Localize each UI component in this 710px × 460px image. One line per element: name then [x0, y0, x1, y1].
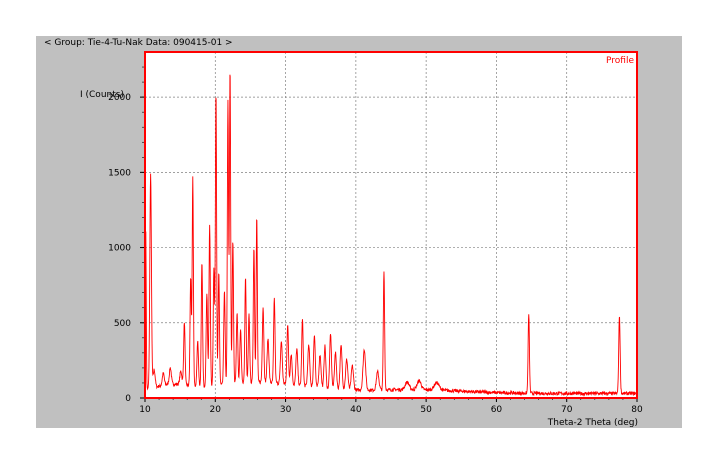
- x-tick-label: 10: [139, 405, 151, 415]
- y-tick-label: 1500: [108, 168, 131, 178]
- y-tick-label: 2000: [108, 93, 131, 103]
- plot-frame: [144, 51, 638, 399]
- x-tick-label: 30: [280, 405, 292, 415]
- x-tick-label: 60: [491, 405, 503, 415]
- legend-profile: Profile: [606, 56, 634, 66]
- x-tick-label: 40: [350, 405, 362, 415]
- group-data-label: < Group: Tie-4-Tu-Nak Data: 090415-01 >: [44, 38, 233, 48]
- series-line-profile: [144, 74, 638, 397]
- x-axis-label: Theta-2 Theta (deg): [547, 418, 638, 428]
- x-tick-label: 80: [631, 405, 643, 415]
- x-tick-label: 20: [210, 405, 222, 415]
- y-tick-label: 500: [114, 319, 131, 329]
- series-group: [144, 74, 638, 397]
- x-tick-label: 70: [561, 405, 573, 415]
- y-axis-label: I (Counts): [80, 90, 124, 100]
- y-tick-label: 0: [125, 394, 131, 404]
- chart: < Group: Tie-4-Tu-Nak Data: 090415-01 > …: [44, 38, 643, 428]
- plot-area: [145, 52, 637, 398]
- y-tick-label: 1000: [108, 244, 131, 254]
- x-tick-label: 50: [420, 405, 432, 415]
- plot-panel: < Group: Tie-4-Tu-Nak Data: 090415-01 > …: [36, 36, 682, 428]
